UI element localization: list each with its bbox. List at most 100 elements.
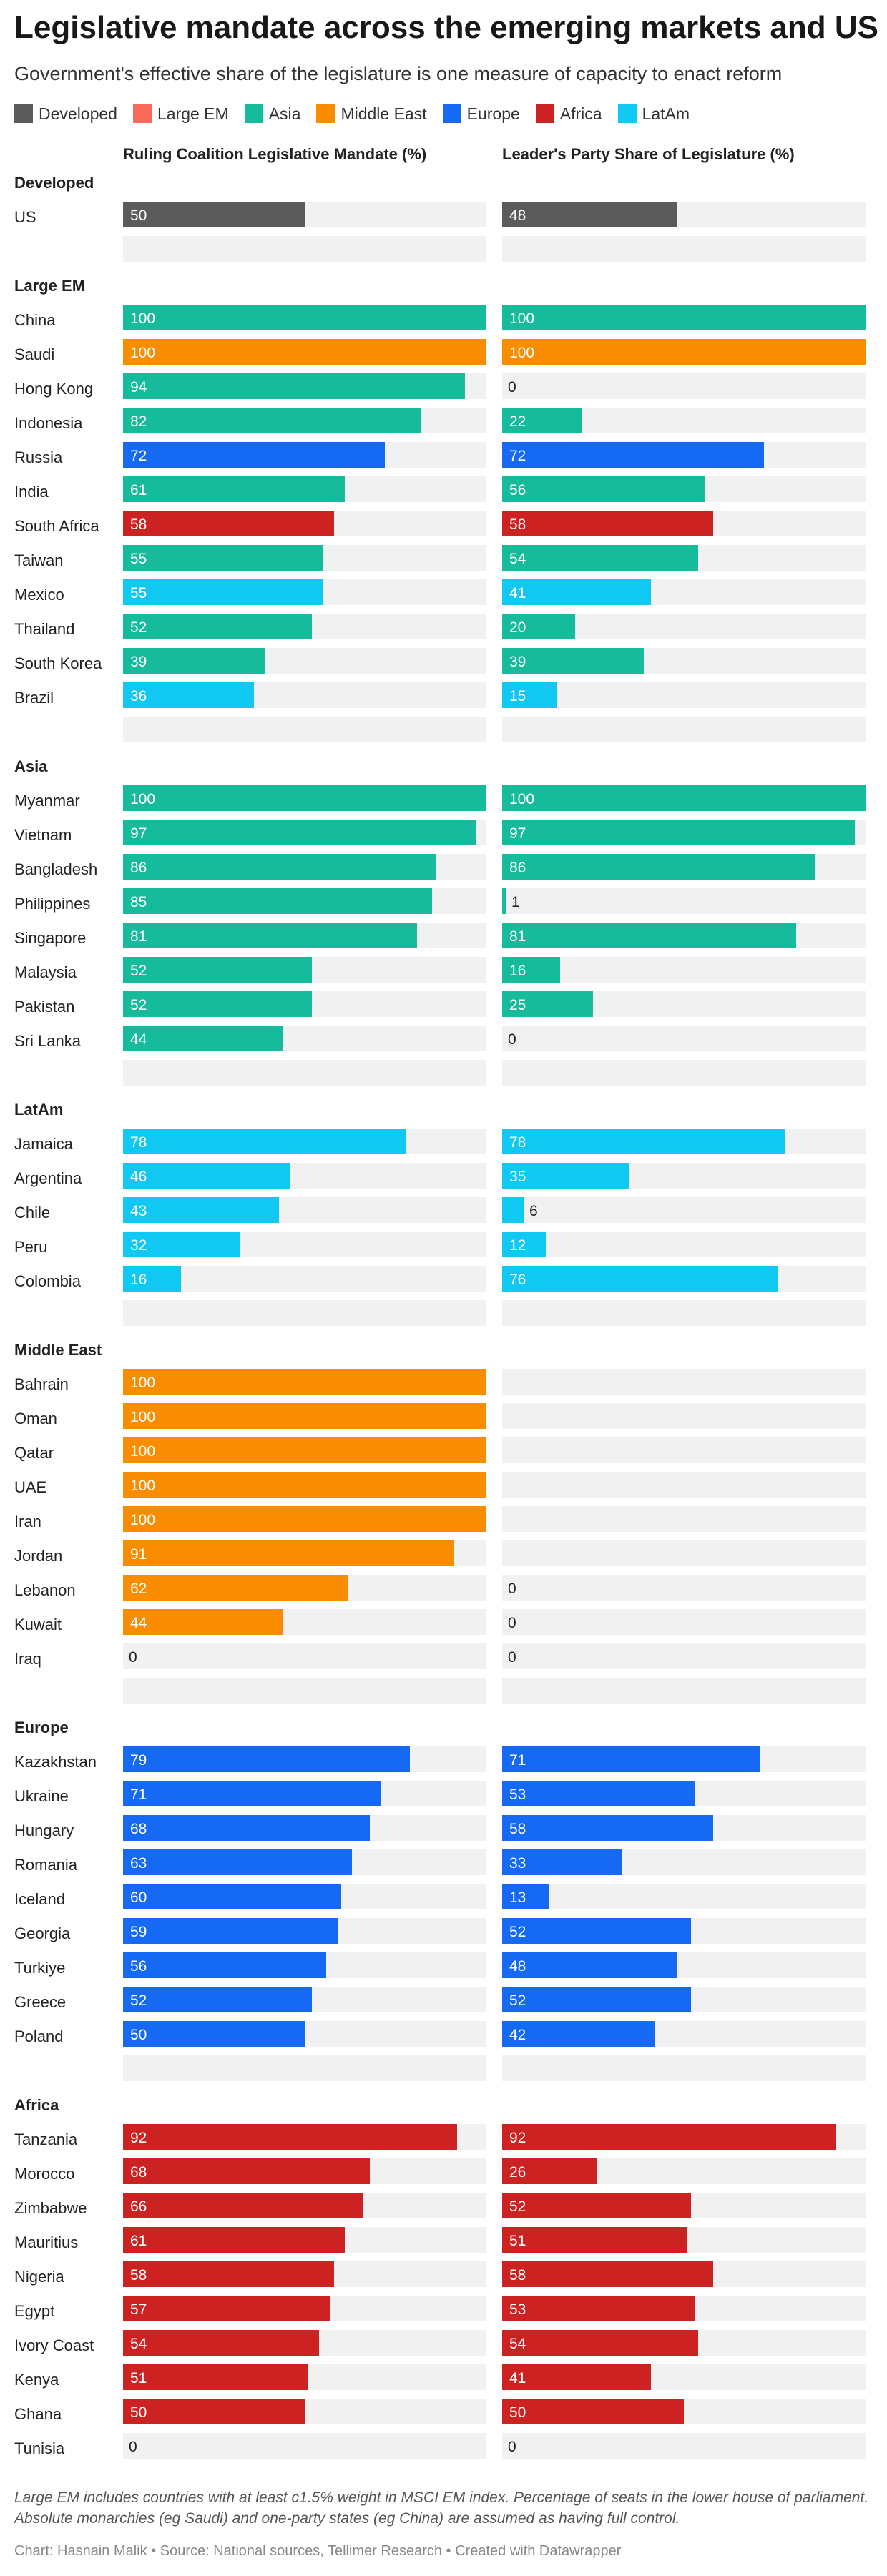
value-label: 0 xyxy=(508,1649,516,1666)
country-label: Romania xyxy=(14,1856,78,1874)
value-label: 36 xyxy=(130,688,147,704)
bar xyxy=(502,957,560,983)
country-label: Lebanon xyxy=(14,1581,76,1599)
value-label: 0 xyxy=(508,1031,516,1048)
bar xyxy=(502,545,698,571)
bar-track xyxy=(502,1403,866,1429)
bar xyxy=(123,1026,283,1051)
value-label: 41 xyxy=(509,2370,526,2386)
value-label: 61 xyxy=(130,2233,147,2249)
bar-track xyxy=(502,1678,866,1704)
value-label: 79 xyxy=(130,1752,147,1769)
value-label: 43 xyxy=(130,1203,147,1219)
bar xyxy=(502,2261,713,2287)
value-label: 25 xyxy=(509,997,526,1013)
country-label: Singapore xyxy=(14,929,87,947)
value-label: 16 xyxy=(130,1272,147,1288)
bar xyxy=(502,511,713,536)
bar xyxy=(502,820,855,845)
legend-item: Asia xyxy=(244,104,300,124)
bar xyxy=(502,2124,836,2150)
value-label: 52 xyxy=(130,963,147,979)
bar xyxy=(123,1437,486,1463)
value-label: 52 xyxy=(130,1992,147,2009)
country-label: South Africa xyxy=(14,517,99,535)
legend-label: Developed xyxy=(39,104,117,123)
bar xyxy=(123,1163,290,1189)
country-label: Turkiye xyxy=(14,1959,66,1977)
bar xyxy=(502,682,557,708)
bar-track xyxy=(502,1437,866,1463)
bar-track xyxy=(502,1884,866,1909)
bar-track xyxy=(502,957,866,983)
bar xyxy=(123,1952,326,1978)
country-label: Poland xyxy=(14,2027,64,2045)
country-label: Iraq xyxy=(14,1650,41,1668)
bar xyxy=(502,1781,695,1806)
bar xyxy=(123,1609,283,1635)
bar xyxy=(123,648,265,674)
section-title: Africa xyxy=(14,2096,59,2114)
value-label: 52 xyxy=(509,2198,526,2215)
section-title: Large EM xyxy=(14,277,86,295)
bar xyxy=(502,1746,760,1772)
bar xyxy=(123,339,486,365)
bar xyxy=(502,1987,691,2012)
value-label: 100 xyxy=(130,1512,156,1528)
bar xyxy=(123,1540,454,1566)
bar xyxy=(123,373,465,399)
bar xyxy=(123,1129,406,1154)
bar xyxy=(502,991,593,1017)
value-label: 6 xyxy=(529,1203,538,1219)
bar xyxy=(123,854,436,880)
value-label: 39 xyxy=(130,654,147,670)
value-label: 71 xyxy=(130,1786,147,1803)
country-label: Ukraine xyxy=(14,1787,69,1805)
bar xyxy=(123,1815,370,1841)
country-label: Jordan xyxy=(14,1547,63,1565)
bar-track xyxy=(502,1060,866,1086)
bar xyxy=(123,785,486,811)
bar xyxy=(123,1506,486,1532)
value-label: 53 xyxy=(509,1786,526,1803)
bar xyxy=(123,1987,312,2012)
bar xyxy=(502,2193,691,2218)
bar-track xyxy=(502,1540,866,1566)
bar xyxy=(502,476,705,502)
value-label: 71 xyxy=(509,1752,526,1769)
bar-track xyxy=(502,717,866,742)
bar xyxy=(502,1815,713,1841)
bar xyxy=(123,2296,330,2321)
value-label: 0 xyxy=(508,379,516,395)
section-title: Asia xyxy=(14,757,48,775)
bar-track xyxy=(502,682,866,708)
value-label: 100 xyxy=(509,345,535,361)
value-label: 16 xyxy=(509,963,526,979)
bar xyxy=(502,305,866,330)
value-label: 41 xyxy=(509,585,526,601)
value-label: 32 xyxy=(130,1237,147,1254)
country-label: Kazakhstan xyxy=(14,1753,97,1771)
bar xyxy=(123,1266,181,1292)
country-label: Bangladesh xyxy=(14,860,98,878)
value-label: 46 xyxy=(130,1169,147,1185)
bar xyxy=(123,511,334,536)
country-label: Peru xyxy=(14,1238,48,1256)
bar-track xyxy=(502,1197,866,1223)
bar xyxy=(123,1232,240,1257)
bar xyxy=(123,682,254,708)
value-label: 51 xyxy=(130,2370,147,2386)
value-label: 0 xyxy=(508,1580,516,1597)
country-label: Philippines xyxy=(14,895,91,913)
legend-label: Africa xyxy=(559,104,602,123)
country-label: Zimbabwe xyxy=(14,2199,87,2217)
country-label: Mauritius xyxy=(14,2233,79,2251)
country-label: Hong Kong xyxy=(14,380,94,398)
bar xyxy=(123,202,305,227)
bar xyxy=(123,2227,345,2253)
bar xyxy=(123,923,417,948)
bar xyxy=(502,339,866,365)
value-label: 52 xyxy=(509,1924,526,1940)
country-label: Greece xyxy=(14,1993,67,2011)
